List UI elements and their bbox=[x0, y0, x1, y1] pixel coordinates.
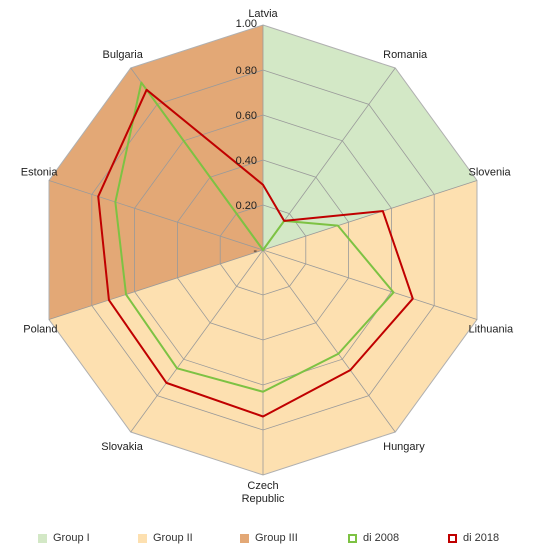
series-line-di-2018 bbox=[97, 88, 414, 418]
axis-label-poland: Poland bbox=[23, 324, 57, 336]
spoke-slovakia bbox=[130, 249, 264, 433]
spoke-romania bbox=[262, 67, 396, 251]
tick-label-5: 1.00 bbox=[236, 18, 257, 30]
legend-swatch-group-3 bbox=[240, 533, 249, 543]
legend-label-di-2008: di 2008 bbox=[363, 532, 400, 544]
series-lines bbox=[97, 81, 414, 418]
legend-item-group-1: Group I bbox=[38, 532, 90, 544]
legend: Group I Group II Group III di 2008 di 20… bbox=[0, 528, 533, 548]
legend-item-group-2: Group II bbox=[138, 532, 193, 544]
tick-labels: - 0.20 0.40 0.60 0.80 1.00 bbox=[236, 18, 258, 257]
axis-label-lithuania: Lithuania bbox=[468, 324, 514, 336]
legend-item-di-2008: di 2008 bbox=[348, 532, 399, 544]
sector-group-i bbox=[263, 25, 477, 250]
legend-item-group-3: Group III bbox=[240, 532, 298, 544]
tick-label-3: 0.60 bbox=[236, 110, 257, 122]
legend-label-group-1: Group I bbox=[53, 532, 90, 544]
tick-label-0: - bbox=[253, 245, 257, 257]
axis-label-latvia: Latvia bbox=[248, 8, 278, 20]
tick-label-2: 0.40 bbox=[236, 155, 257, 167]
spoke-slovenia bbox=[262, 180, 478, 251]
axis-labels: Latvia Romania Slovenia Lithuania Hungary Cze… bbox=[21, 8, 514, 505]
spoke-poland bbox=[48, 249, 264, 320]
legend-label-group-3: Group III bbox=[255, 532, 298, 544]
axis-label-estonia: Estonia bbox=[21, 166, 59, 178]
legend-label-group-2: Group II bbox=[153, 532, 193, 544]
series-line-di-2008 bbox=[114, 81, 395, 393]
tick-label-4: 0.80 bbox=[236, 65, 257, 77]
tick-label-1: 0.20 bbox=[236, 200, 257, 212]
legend-swatch-group-1 bbox=[38, 533, 47, 543]
axis-label-slovenia: Slovenia bbox=[468, 166, 511, 178]
legend-label-di-2018: di 2018 bbox=[463, 532, 500, 544]
spoke-estonia bbox=[48, 180, 264, 251]
legend-item-di-2018: di 2018 bbox=[448, 532, 499, 544]
spoke-hungary bbox=[262, 249, 396, 433]
spoke-lithuania bbox=[262, 249, 478, 320]
axis-label-czech-republic: Czech Republic bbox=[242, 480, 285, 505]
axis-label-romania: Romania bbox=[383, 49, 428, 61]
radar-chart: - 0.20 0.40 0.60 0.80 1.00 Latvia Romania Slove… bbox=[21, 8, 514, 505]
axis-label-bulgaria: Bulgaria bbox=[103, 49, 144, 61]
legend-swatch-di-2008 bbox=[348, 533, 357, 543]
legend-swatch-group-2 bbox=[138, 533, 147, 543]
legend-swatch-di-2018 bbox=[448, 533, 457, 543]
axis-label-hungary: Hungary bbox=[383, 441, 425, 453]
axis-label-slovakia: Slovakia bbox=[101, 441, 143, 453]
